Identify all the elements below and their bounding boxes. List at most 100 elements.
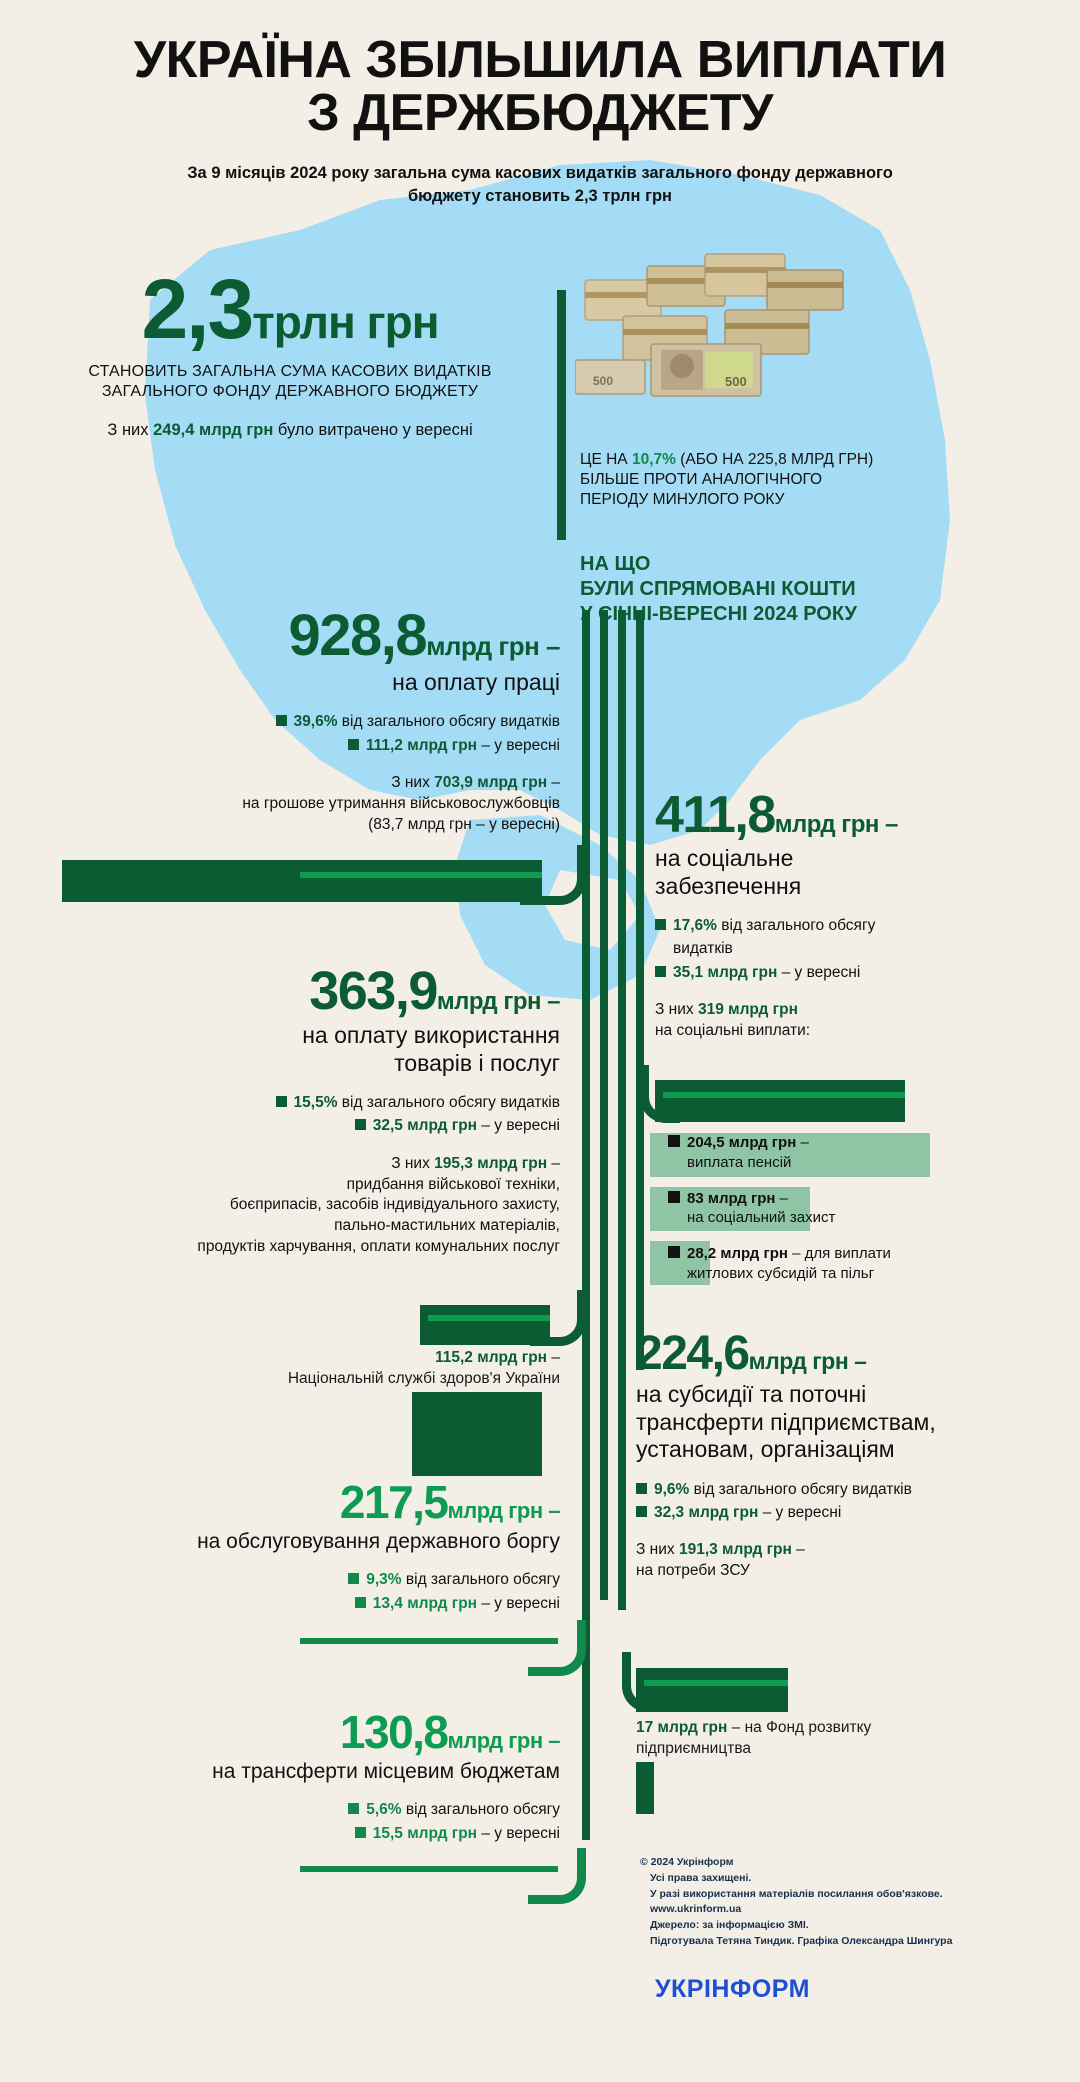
social-bullet-2: 35,1 млрд грн – у вересні bbox=[655, 961, 1055, 984]
hero-value: 2,3 bbox=[141, 262, 254, 356]
social-detail-line-1: З них 319 млрд грн bbox=[655, 1000, 1055, 1021]
transfers-bar-elbow bbox=[528, 1848, 586, 1904]
social-subitem-3-dash: – для виплати bbox=[787, 1245, 891, 1263]
subsidies-bar-accent bbox=[644, 1680, 788, 1686]
social-subitem-1-dash: – bbox=[796, 1134, 809, 1151]
labour-detail-prefix: З них bbox=[391, 773, 435, 791]
goods-detail-line-3: боєприпасів, засобів індивідуального зах… bbox=[229, 1196, 560, 1214]
subsidies-purpose-line-2: трансферти підприємствам, bbox=[636, 1408, 936, 1435]
goods-purpose: на оплату використання товарів і послуг bbox=[40, 1022, 560, 1077]
goods-bullet-1-value: 15,5% bbox=[293, 1094, 338, 1112]
poster-header: УКРАЇНА ЗБІЛЬШИЛА ВИПЛАТИ З ДЕРЖБЮДЖЕТУ … bbox=[0, 31, 1080, 209]
subsidies-bullets: 9,6% від загального обсягу видатків 32,3… bbox=[636, 1478, 1056, 1525]
bullet-square-icon bbox=[348, 1573, 360, 1585]
social-subitems: 204,5 млрд грн – виплата пенсій 83 млрд … bbox=[668, 1130, 1058, 1287]
hero-note-suffix: було витрачено у вересні bbox=[273, 420, 473, 439]
hero-total-block: 2,3трлн грн СТАНОВИТЬ ЗАГАЛЬНА СУМА КАСО… bbox=[40, 267, 540, 440]
section-heading: НА ЩО БУЛИ СПРЯМОВАНІ КОШТИ У СІЧНІ-ВЕРЕ… bbox=[580, 552, 910, 627]
title-line-1: УКРАЇНА ЗБІЛЬШИЛА ВИПЛАТИ bbox=[133, 31, 947, 89]
section-heading-line-1: НА ЩО bbox=[580, 553, 651, 575]
bullet-square-icon bbox=[275, 715, 287, 727]
hero-note-value: 249,4 млрд грн bbox=[153, 420, 274, 439]
money-bundles-image: 500 500 bbox=[574, 240, 855, 400]
spine-line-1 bbox=[582, 610, 590, 1840]
goods-number: 363,9млрд грн – bbox=[40, 964, 561, 1018]
social-bullet-1-cont-text: видатків bbox=[673, 940, 733, 958]
goods-subitem-line-2: Національній службі здоров'я України bbox=[287, 1369, 560, 1387]
labour-detail-line-1: З них 703,9 млрд грн – bbox=[40, 773, 560, 794]
transfers-bullet-2-value: 15,5 млрд грн bbox=[372, 1824, 478, 1842]
labour-bullets: 39,6% від загального обсягу видатків 111… bbox=[40, 710, 560, 757]
social-bar bbox=[655, 1080, 905, 1122]
goods-detail-line-1: З них 195,3 млрд грн – bbox=[40, 1154, 560, 1175]
hero-note-prefix: З них bbox=[107, 420, 154, 439]
debt-bullet-1: 9,3% від загального обсягу bbox=[40, 1568, 560, 1591]
bullet-square-icon bbox=[636, 1506, 647, 1518]
debt-bar-elbow bbox=[528, 1620, 586, 1676]
subsidies-subitem: 17 млрд грн – на Фонд розвитку підприємн… bbox=[636, 1718, 1056, 1760]
transfers-bullet-2-text: – у вересні bbox=[477, 1824, 560, 1842]
goods-bullet-1: 15,5% від загального обсягу видатків bbox=[40, 1091, 560, 1114]
social-unit: млрд грн – bbox=[774, 811, 899, 838]
goods-detail-prefix: З них bbox=[391, 1154, 435, 1172]
comparison-percent: 10,7% bbox=[631, 451, 676, 468]
social-detail-prefix: З них bbox=[655, 1000, 698, 1018]
social-bullet-1-cont: видатків bbox=[655, 937, 1055, 960]
labour-detail-suffix: – bbox=[547, 773, 560, 791]
social-detail-value: 319 млрд грн bbox=[697, 1000, 798, 1018]
social-subitem-2-dash: – bbox=[775, 1189, 788, 1207]
debt-bullets: 9,3% від загального обсягу 13,4 млрд грн… bbox=[40, 1568, 560, 1615]
labour-bullet-1-value: 39,6% bbox=[293, 713, 338, 731]
section-heading-line-2: БУЛИ СПРЯМОВАНІ КОШТИ bbox=[580, 578, 856, 600]
subsidies-subitem-bar bbox=[636, 1762, 654, 1814]
page-title: УКРАЇНА ЗБІЛЬШИЛА ВИПЛАТИ З ДЕРЖБЮДЖЕТУ bbox=[0, 31, 1080, 143]
subsidies-detail-suffix: – bbox=[791, 1541, 805, 1559]
goods-detail-suffix: – bbox=[547, 1154, 560, 1172]
labour-purpose: на оплату праці bbox=[392, 668, 560, 695]
goods-subitem: 115,2 млрд грн – Національній службі здо… bbox=[40, 1348, 560, 1390]
block-transfers: 130,8млрд грн – на трансферти місцевим б… bbox=[40, 1709, 561, 1845]
hero-unit: трлн грн bbox=[252, 296, 439, 348]
goods-bullet-2: 32,5 млрд грн – у вересні bbox=[40, 1114, 560, 1137]
social-bullet-1: 17,6% від загального обсягу bbox=[655, 914, 1055, 937]
goods-bar-elbow bbox=[530, 1290, 586, 1346]
labour-detail-line-3: (83,7 млрд грн – у вересні) bbox=[368, 815, 560, 833]
bullet-square-icon bbox=[348, 1803, 360, 1815]
ukrinform-logo[interactable]: УКРІНФОРМ bbox=[655, 1975, 810, 2003]
subsidies-bar-elbow bbox=[622, 1652, 662, 1712]
labour-bullet-2: 111,2 млрд грн – у вересні bbox=[40, 734, 560, 757]
subitem-square-icon bbox=[668, 1190, 680, 1203]
labour-number: 928,8млрд грн – bbox=[40, 607, 561, 665]
copyright-website[interactable]: www.ukrinform.ua bbox=[650, 1903, 742, 1916]
debt-value: 217,5 bbox=[339, 1476, 449, 1528]
subsidies-number: 224,6млрд грн – bbox=[636, 1330, 1056, 1378]
debt-bullet-2-value: 13,4 млрд грн bbox=[372, 1594, 478, 1612]
goods-subitem-dash: – bbox=[547, 1349, 560, 1366]
social-value: 411,8 bbox=[655, 786, 776, 844]
transfers-purpose: на трансферти місцевим бюджетам bbox=[212, 1760, 560, 1784]
spine-line-3 bbox=[618, 610, 626, 1610]
social-subitem-3-text: житлових субсидій та пільг bbox=[687, 1264, 875, 1282]
social-bullets: 17,6% від загального обсягу видатків 35,… bbox=[655, 914, 1055, 984]
social-bullet-2-text: – у вересні bbox=[777, 963, 861, 981]
bullet-square-icon bbox=[655, 919, 666, 931]
goods-detail: З них 195,3 млрд грн – придбання військо… bbox=[40, 1154, 560, 1259]
title-line-2: З ДЕРЖБЮДЖЕТУ bbox=[307, 84, 773, 143]
labour-detail: З них 703,9 млрд грн – на грошове утрима… bbox=[40, 773, 560, 836]
goods-bullet-2-text: – у вересні bbox=[477, 1117, 560, 1135]
copyright-credits: Підготувала Тетяна Тиндик. Графіка Олекс… bbox=[650, 1934, 953, 1947]
subsidies-bullet-1-text: від загального обсягу видатків bbox=[689, 1480, 912, 1498]
labour-bullet-1: 39,6% від загального обсягу видатків bbox=[40, 710, 560, 733]
subsidies-detail-prefix: З них bbox=[636, 1541, 679, 1559]
transfers-bullet-2: 15,5 млрд грн – у вересні bbox=[40, 1822, 560, 1845]
bullet-square-icon bbox=[354, 1596, 366, 1608]
subsidies-detail-value: 191,3 млрд грн bbox=[678, 1541, 792, 1559]
social-subitem-2-text: на соціальний захист bbox=[687, 1209, 836, 1227]
debt-bullet-1-text: від загального обсягу bbox=[401, 1571, 560, 1589]
goods-unit: млрд грн – bbox=[436, 988, 561, 1015]
goods-bar-accent bbox=[428, 1315, 550, 1321]
goods-bar bbox=[420, 1305, 550, 1345]
svg-text:500: 500 bbox=[725, 374, 747, 389]
transfers-number: 130,8млрд грн – bbox=[40, 1709, 561, 1755]
